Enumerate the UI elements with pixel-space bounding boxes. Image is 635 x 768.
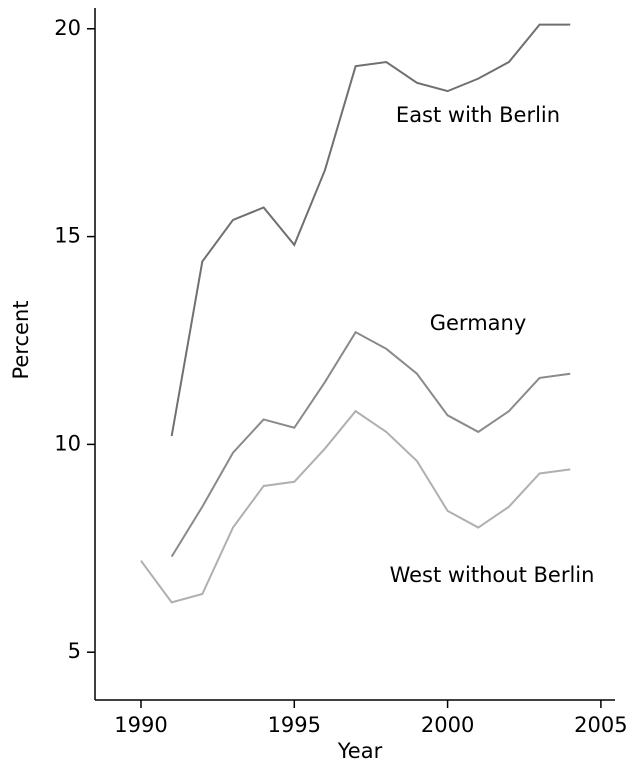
x-tick-label: 2005 <box>574 713 627 737</box>
series-line <box>170 23 571 437</box>
series-label: Germany <box>430 311 527 335</box>
y-tick-label: 20 <box>54 16 81 40</box>
x-tick-label: 1995 <box>268 713 321 737</box>
y-tick-label: 5 <box>68 639 81 663</box>
series-line <box>170 330 571 558</box>
x-axis-label: Year <box>337 739 383 763</box>
y-tick-label: 10 <box>54 431 81 455</box>
series-label: East with Berlin <box>396 103 560 127</box>
series-label: West without Berlin <box>390 563 595 587</box>
x-tick-label: 1990 <box>114 713 167 737</box>
x-tick-label: 2000 <box>421 713 474 737</box>
series-line <box>140 409 571 604</box>
y-tick-label: 15 <box>54 224 81 248</box>
y-axis-label: Percent <box>9 300 33 379</box>
